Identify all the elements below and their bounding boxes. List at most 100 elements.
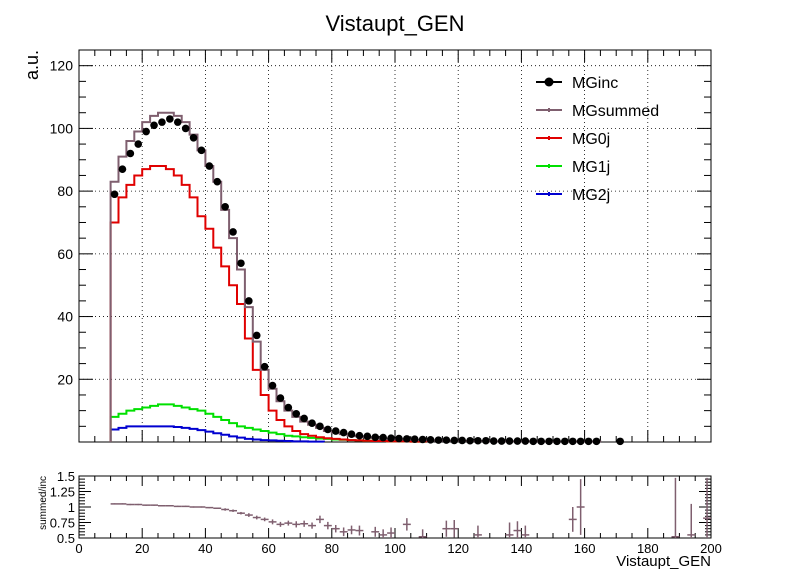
series-mginc-point xyxy=(260,362,269,371)
series-mginc-point xyxy=(592,437,601,446)
series-mginc-point xyxy=(418,435,427,444)
series-mginc-point xyxy=(537,437,545,446)
series-mginc-point xyxy=(466,436,474,445)
series-mginc-point xyxy=(205,162,214,170)
series-mginc-point xyxy=(434,436,443,444)
series-mginc-point xyxy=(505,437,514,445)
ratio-x-tick-label: 100 xyxy=(384,541,406,556)
series-mginc-point xyxy=(616,437,624,446)
series-mginc-point xyxy=(118,165,127,173)
ratio-x-tick-label: 120 xyxy=(447,541,469,556)
series-mginc-point xyxy=(276,394,285,402)
series-mginc-point xyxy=(371,433,380,442)
series-mginc-point xyxy=(395,434,403,443)
y-tick-label: 120 xyxy=(50,58,74,74)
ratio-x-tick-label: 180 xyxy=(637,541,659,556)
ratio-y-tick-label: 0.5 xyxy=(57,531,75,546)
series-mginc-point xyxy=(458,436,466,445)
series-mg0j-line xyxy=(109,165,428,443)
series-mginc-point xyxy=(363,432,372,441)
series-mginc-point xyxy=(545,437,553,446)
series-mginc-point xyxy=(292,409,301,418)
y-tick-label: 100 xyxy=(50,120,74,136)
series-mginc-point xyxy=(197,146,206,155)
series-mginc-point xyxy=(300,414,308,423)
series-mginc-point xyxy=(513,437,522,445)
series-mginc-point xyxy=(189,134,198,142)
ratio-x-axis-label: Vistaupt_GEN xyxy=(616,553,711,570)
series-mginc-point xyxy=(568,437,577,446)
series-mginc-point xyxy=(442,436,451,444)
ratio-x-tick-label: 140 xyxy=(511,541,533,556)
ratio-y-tick-label: 0.75 xyxy=(50,516,75,531)
ratio-x-tick-label: 200 xyxy=(700,541,722,556)
series-mginc-point xyxy=(158,118,166,126)
series-mginc-point xyxy=(284,403,293,412)
series-mginc-point xyxy=(252,331,261,340)
legend-label-mgsummed: MGsummed xyxy=(572,103,659,120)
series-mginc-point xyxy=(410,435,419,443)
series-mginc-point xyxy=(474,436,482,445)
series-mginc-point xyxy=(181,124,190,133)
series-mginc-point xyxy=(142,127,150,136)
series-mginc-point xyxy=(497,437,506,445)
ratio-y-tick-label: 1.5 xyxy=(57,469,75,484)
main-plot-panel: 20 40 60 80 100 120 a.u. xyxy=(22,49,712,446)
series-mginc-point xyxy=(482,436,490,445)
series-mginc-point xyxy=(134,140,143,148)
series-mginc-point xyxy=(110,190,119,199)
legend: MGinc MGsummed MG0j MG1j MG2j xyxy=(536,75,659,204)
series-mginc-point xyxy=(126,149,135,158)
chart-title: Vistaupt_GEN xyxy=(325,11,464,36)
series-mginc-point xyxy=(489,437,498,445)
series-mginc-point xyxy=(324,425,332,434)
y-tick-label: 60 xyxy=(57,246,73,262)
ratio-x-tick-label: 40 xyxy=(198,541,212,556)
series-mginc-point xyxy=(426,436,435,444)
series-mginc-point xyxy=(268,381,277,390)
ratio-y-tick-label: 1 xyxy=(68,500,75,515)
series-mginc-point xyxy=(450,436,459,445)
ratio-x-tick-label: 80 xyxy=(325,541,339,556)
series-mginc-point xyxy=(584,437,593,446)
series-mginc-point xyxy=(237,259,245,268)
series-mginc-point xyxy=(173,118,182,126)
ratio-y-axis-label: summed/inc xyxy=(38,476,49,530)
series-mginc-point xyxy=(166,115,174,123)
series-mginc-point xyxy=(347,430,356,438)
series-mginc-point xyxy=(339,428,348,437)
ratio-x-tick-label: 160 xyxy=(574,541,596,556)
y-tick-label: 80 xyxy=(57,183,73,199)
series-mginc-point xyxy=(308,419,316,427)
series-mginc-point xyxy=(521,437,530,445)
series-mginc-point xyxy=(221,203,229,211)
legend-marker-mginc xyxy=(544,77,554,87)
legend-label-mg2j: MG2j xyxy=(572,187,610,204)
series-mginc-point xyxy=(387,434,395,443)
series-mginc-point xyxy=(403,435,411,443)
series-mginc-point xyxy=(355,431,364,440)
series-mgsummed-line xyxy=(109,111,602,443)
series-mginc-point xyxy=(379,433,387,442)
series-mginc-point xyxy=(553,437,561,446)
series-mginc-point xyxy=(529,437,538,446)
y-tick-label: 20 xyxy=(57,371,73,387)
legend-label-mg1j: MG1j xyxy=(572,159,610,176)
series-mginc-point xyxy=(561,437,569,446)
series-mginc-point xyxy=(245,297,253,305)
series-mginc-point xyxy=(331,427,340,435)
ratio-y-tick-label: 1.25 xyxy=(50,485,75,500)
series-mginc-point xyxy=(150,121,158,130)
legend-label-mg0j: MG0j xyxy=(572,131,610,148)
series-mginc-point xyxy=(316,422,324,431)
series-mginc-point xyxy=(213,177,222,186)
series-mginc-point xyxy=(229,228,237,236)
series-mg2j-line xyxy=(109,425,325,443)
y-tick-label: 40 xyxy=(57,309,73,325)
ratio-x-tick-label: 0 xyxy=(75,541,82,556)
legend-label-mginc: MGinc xyxy=(572,75,618,92)
ratio-x-tick-label: 60 xyxy=(261,541,275,556)
ratio-x-tick-label: 20 xyxy=(135,541,149,556)
